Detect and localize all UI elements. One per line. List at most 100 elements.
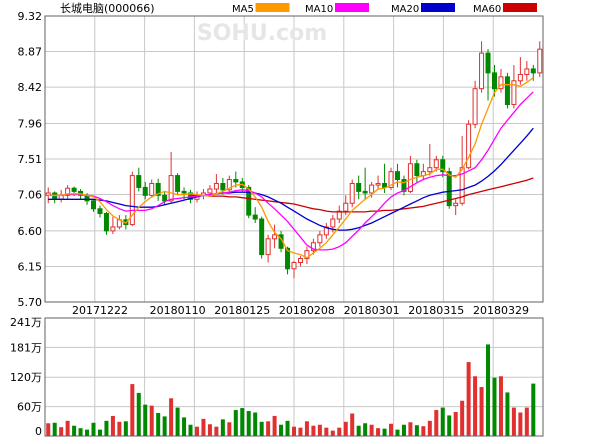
candle-body xyxy=(136,175,142,188)
volume-bar xyxy=(376,428,381,436)
volume-bar xyxy=(389,423,394,436)
candle-body xyxy=(181,190,187,194)
date-tick-label: 20180329 xyxy=(473,304,529,317)
date-tick-label: 20180125 xyxy=(214,304,270,317)
candle-body xyxy=(103,213,109,232)
volume-bar xyxy=(59,427,64,436)
price-tick-label: 6.15 xyxy=(18,260,43,273)
volume-bar xyxy=(182,417,187,436)
volume-bar xyxy=(149,405,154,436)
volume-bar xyxy=(123,421,128,436)
volume-bar xyxy=(363,423,368,436)
volume-bar xyxy=(343,421,348,436)
volume-bars xyxy=(46,344,536,436)
date-tick-label: 20171222 xyxy=(72,304,128,317)
volume-bar xyxy=(97,429,102,436)
volume-bar xyxy=(143,404,148,436)
volume-tick-label: 181万 xyxy=(10,341,42,354)
candle-body xyxy=(259,218,265,256)
candle-body xyxy=(226,179,232,191)
candle-body xyxy=(511,80,517,105)
candle-body xyxy=(472,88,478,125)
candle-body xyxy=(446,171,452,207)
candle-body xyxy=(285,247,291,270)
volume-bar xyxy=(72,425,77,436)
volume-bar xyxy=(427,420,432,436)
volume-bar xyxy=(65,420,70,436)
volume-tick-label: 241万 xyxy=(10,316,42,329)
candle-body xyxy=(375,182,381,186)
volume-bar xyxy=(421,426,426,436)
candle-body xyxy=(382,182,388,188)
legend-label: MA10 xyxy=(305,4,333,15)
candle-body xyxy=(356,182,362,192)
volume-tick-label: 0 xyxy=(35,425,42,438)
volume-bar xyxy=(240,408,245,436)
volume-bar xyxy=(453,412,458,436)
price-panel-frame xyxy=(44,15,544,303)
volume-bar xyxy=(434,410,439,436)
candle-body xyxy=(155,182,161,196)
volume-bar xyxy=(110,415,115,436)
candle-body xyxy=(453,202,459,207)
candle-body xyxy=(310,242,316,252)
volume-bar xyxy=(311,425,316,436)
volume-bar xyxy=(175,407,180,436)
volume-bar xyxy=(505,392,510,436)
candle-body xyxy=(349,182,355,204)
candle-body xyxy=(52,192,58,200)
volume-bar xyxy=(473,376,478,436)
candle-body xyxy=(91,200,97,210)
volume-bar xyxy=(130,384,135,436)
volume-bar xyxy=(246,411,251,436)
volume-bar xyxy=(492,377,497,436)
candle-body xyxy=(265,238,271,256)
volume-bar xyxy=(136,392,141,436)
legend-swatch xyxy=(421,3,455,12)
volume-bar xyxy=(447,415,452,436)
volume-bar xyxy=(479,387,484,436)
candle-body xyxy=(168,175,174,202)
candle-body xyxy=(304,250,310,260)
volume-bar xyxy=(531,383,536,436)
volume-tick-label: 60万 xyxy=(17,401,42,414)
volume-bar xyxy=(518,412,523,436)
candle-body xyxy=(297,258,303,263)
volume-bar xyxy=(85,429,90,436)
candle-body xyxy=(272,234,278,240)
candle-body xyxy=(317,234,323,244)
candle-body xyxy=(323,226,329,236)
volume-bar xyxy=(324,427,329,436)
candles xyxy=(45,41,543,279)
legend: MA5 MA10 MA20 MA60 xyxy=(232,3,537,15)
price-tick-label: 7.51 xyxy=(18,153,43,166)
price-tick-label: 6.60 xyxy=(18,225,43,238)
volume-bar xyxy=(253,412,258,436)
volume-bar xyxy=(162,416,167,436)
candle-body xyxy=(479,52,485,90)
legend-swatch xyxy=(335,3,369,12)
candle-body xyxy=(233,179,239,183)
volume-bar xyxy=(227,422,232,436)
candle-body xyxy=(537,48,543,74)
volume-bar xyxy=(486,344,491,436)
candle-body xyxy=(97,208,103,215)
ma5-line xyxy=(48,77,534,259)
candle-body xyxy=(252,214,258,220)
candle-body xyxy=(65,187,71,196)
price-tick-label: 8.87 xyxy=(18,46,43,59)
candle-body xyxy=(427,167,433,173)
candle-body xyxy=(369,184,375,194)
volume-bar xyxy=(279,424,284,436)
volume-bar xyxy=(78,428,83,436)
price-tick-label: 9.32 xyxy=(18,10,43,23)
ma20-line xyxy=(48,127,534,231)
volume-bar xyxy=(272,415,277,436)
price-tick-label: 8.42 xyxy=(18,81,43,94)
volume-bar xyxy=(298,427,303,436)
volume-bar xyxy=(356,425,361,436)
volume-bar xyxy=(401,424,406,436)
candle-body xyxy=(207,188,213,194)
